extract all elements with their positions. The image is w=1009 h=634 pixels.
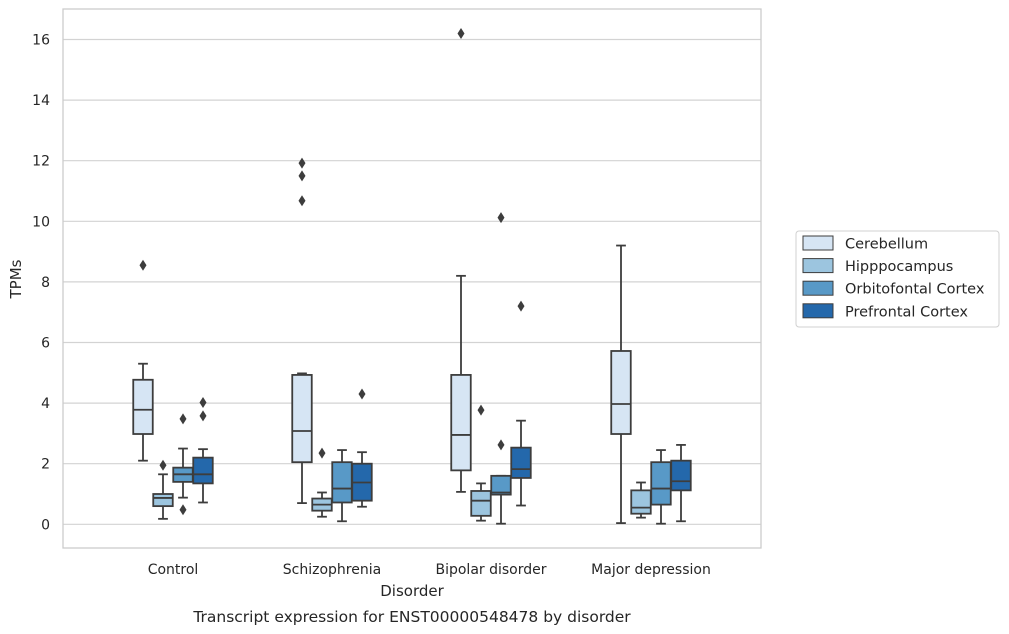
- box-0-2: [172, 413, 194, 516]
- box-iqr: [132, 378, 154, 435]
- figure-caption: Transcript expression for ENST0000054847…: [192, 608, 631, 626]
- legend-label: Orbitofontal Cortex: [845, 282, 985, 298]
- outlier-point: [179, 413, 187, 425]
- y-tick-label: 16: [32, 33, 50, 49]
- box-1-0: [291, 157, 313, 504]
- box-iqr: [450, 374, 472, 472]
- box-3-0: [610, 244, 632, 524]
- box-0-0: [132, 259, 154, 462]
- outlier-point: [199, 396, 207, 408]
- box-0-1: [152, 459, 174, 520]
- legend-swatch: [802, 235, 834, 251]
- y-tick-label: 0: [41, 517, 50, 533]
- box-layer: [132, 27, 692, 525]
- outlier-point: [179, 504, 187, 516]
- legend-swatch: [802, 280, 834, 296]
- x-tick-label: Bipolar disorder: [435, 562, 546, 578]
- x-tick-label: Control: [148, 562, 199, 578]
- y-tick-labels: 0 2 4 6 8 10 12 14 16: [32, 33, 50, 534]
- box-2-3: [510, 300, 532, 507]
- box-iqr: [192, 456, 214, 485]
- outlier-point: [159, 459, 167, 471]
- box-iqr: [630, 489, 652, 515]
- outlier-point: [457, 27, 465, 39]
- y-tick-label: 2: [41, 457, 50, 473]
- legend-swatch: [802, 303, 834, 319]
- x-tick-label: Schizophrenia: [283, 562, 381, 578]
- box-3-3: [670, 444, 692, 523]
- box-0-3: [192, 396, 214, 504]
- box-iqr: [152, 493, 174, 508]
- box-iqr: [670, 459, 692, 492]
- outlier-point: [477, 404, 485, 416]
- box-iqr: [470, 490, 492, 517]
- outlier-point: [298, 170, 306, 182]
- grid-lines: [63, 38, 761, 525]
- box-2-1: [470, 404, 492, 522]
- outlier-point: [497, 439, 505, 451]
- y-tick-label: 12: [32, 154, 50, 170]
- x-axis-title: Disorder: [380, 582, 444, 600]
- legend-frame: [795, 230, 1000, 328]
- legend-label: Cerebellum: [845, 237, 928, 253]
- box-1-3: [351, 388, 373, 508]
- box-iqr: [331, 461, 353, 504]
- y-tick-label: 6: [41, 336, 50, 352]
- legend-label: Hipppocampus: [845, 259, 953, 275]
- legend-swatch: [802, 258, 834, 274]
- legend: Cerebellum Hipppocampus Orbitofontal Corte…: [795, 230, 1000, 328]
- outlier-point: [517, 300, 525, 312]
- box-2-0: [450, 27, 472, 493]
- plot-frame: [62, 8, 762, 549]
- y-tick-label: 4: [41, 396, 50, 412]
- y-axis-title: TPMs: [7, 259, 25, 299]
- outlier-point: [298, 195, 306, 207]
- x-tick-label: Major depression: [591, 562, 711, 578]
- outlier-point: [139, 259, 147, 271]
- y-tick-label: 14: [32, 93, 50, 109]
- y-tick-label: 10: [32, 214, 50, 230]
- box-1-1: [311, 447, 333, 518]
- box-iqr: [610, 350, 632, 435]
- x-tick-labels: Control Schizophrenia Bipolar disorder Majo…: [148, 562, 711, 578]
- box-iqr: [291, 374, 313, 464]
- box-iqr: [510, 446, 532, 479]
- outlier-point: [298, 157, 306, 169]
- outlier-point: [497, 212, 505, 224]
- box-iqr: [650, 461, 672, 506]
- outlier-point: [358, 388, 366, 400]
- box-2-2: [490, 212, 512, 525]
- outlier-point: [199, 410, 207, 422]
- outlier-point: [318, 447, 326, 459]
- box-iqr: [490, 474, 512, 496]
- y-tick-label: 8: [41, 275, 50, 291]
- legend-label: Prefrontal Cortex: [845, 304, 968, 320]
